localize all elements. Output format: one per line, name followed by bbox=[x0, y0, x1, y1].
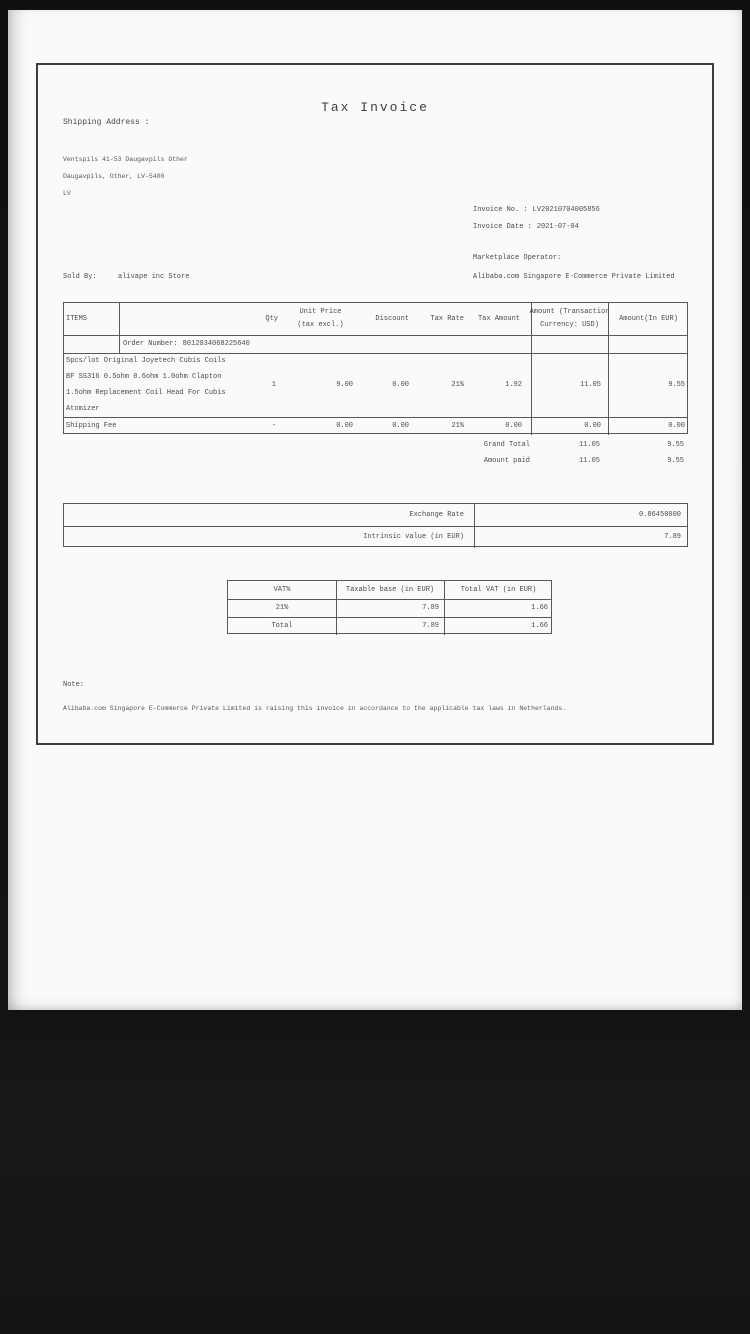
vat-row-total-vat: 1.66 bbox=[531, 603, 548, 612]
shipping-address-line: LV bbox=[63, 190, 71, 197]
tax-amount-header: Tax Amount bbox=[477, 314, 520, 323]
grand-total-label: Grand Total bbox=[483, 440, 530, 449]
table-rule bbox=[64, 526, 687, 527]
order-number-label: Order Number: bbox=[123, 339, 178, 348]
vat-total-total-vat: 1.66 bbox=[531, 621, 548, 630]
item-amount-usd: 11.05 bbox=[579, 380, 601, 389]
item-description-line: 1.5ohm Replacement Coil Head For Cubis bbox=[66, 389, 226, 397]
grand-total-usd: 11.05 bbox=[578, 440, 600, 449]
amount-paid-eur: 9.55 bbox=[667, 456, 684, 465]
sold-by-value: alivape inc Store bbox=[118, 273, 190, 281]
invoice-date-label: Invoice Date : bbox=[473, 223, 532, 231]
unit-price-header-line2: (tax excl.) bbox=[297, 321, 344, 329]
vat-header-total-vat: Total VAT (in EUR) bbox=[460, 585, 537, 594]
note-label: Note: bbox=[63, 681, 85, 689]
table-rule bbox=[228, 617, 551, 618]
items-header: ITEMS bbox=[66, 314, 88, 323]
table-rule bbox=[336, 581, 337, 635]
shipping-fee-tax-amount: 0.00 bbox=[505, 421, 522, 430]
note-body: Alibaba.com Singapore E-Commerce Private… bbox=[63, 705, 567, 712]
sold-by-label: Sold By: bbox=[63, 273, 97, 281]
invoice-page: Tax Invoice Shipping Address : Ventspils… bbox=[8, 10, 742, 1010]
shipping-fee-tax-rate: 21% bbox=[451, 421, 464, 430]
table-rule bbox=[64, 335, 687, 336]
marketplace-operator-value: Alibaba.com Singapore E-Commerce Private… bbox=[473, 273, 675, 281]
item-tax-rate: 21% bbox=[451, 380, 464, 389]
grand-total-eur: 9.55 bbox=[667, 440, 684, 449]
unit-price-header-line1: Unit Price bbox=[299, 308, 342, 316]
invoice-number-line: Invoice No. : LV20210704005856 bbox=[473, 205, 600, 215]
order-number-value: 8012034068225640 bbox=[182, 339, 250, 348]
unit-price-header: Unit Price (tax excl.) bbox=[284, 303, 357, 335]
shipping-fee-label: Shipping Fee bbox=[66, 421, 117, 430]
item-tax-amount: 1.92 bbox=[505, 380, 522, 389]
vat-row-rate: 21% bbox=[275, 603, 289, 612]
item-unit-price: 9.00 bbox=[336, 380, 353, 389]
table-rule bbox=[64, 353, 687, 354]
table-rule bbox=[228, 599, 551, 600]
item-description-line: Atomizer bbox=[66, 405, 100, 413]
exchange-rate-value: 0.86450000 bbox=[638, 510, 681, 519]
qty-header: Qty bbox=[265, 314, 278, 323]
invoice-number-value: LV20210704005856 bbox=[532, 206, 600, 214]
table-rule bbox=[474, 504, 475, 548]
amount-usd-header: Amount (Transaction Currency: USD) bbox=[529, 303, 610, 335]
table-rule bbox=[531, 303, 532, 435]
item-qty: 1 bbox=[271, 380, 276, 389]
shipping-fee-discount: 0.00 bbox=[392, 421, 409, 430]
table-rule bbox=[444, 581, 445, 635]
amount-eur-header: Amount(In EUR) bbox=[619, 314, 678, 323]
invoice-date-value: 2021-07-04 bbox=[536, 223, 579, 231]
items-table: ITEMS Qty Unit Price (tax excl.) Discoun… bbox=[63, 302, 688, 435]
intrinsic-value-label: Intrinsic value (in EUR) bbox=[363, 532, 464, 541]
shipping-fee-amount-eur: 0.00 bbox=[668, 421, 685, 430]
amount-paid-usd: 11.05 bbox=[578, 456, 600, 465]
amount-usd-header-line2: Currency: USD) bbox=[540, 321, 599, 329]
table-rule bbox=[119, 303, 120, 353]
order-number-line: Order Number: 8012034068225640 bbox=[123, 335, 423, 353]
exchange-rate-table: Exchange Rate 0.86450000 Intrinsic value… bbox=[63, 503, 688, 548]
vat-total-label: Total bbox=[271, 621, 293, 630]
item-amount-eur: 9.55 bbox=[668, 380, 685, 389]
vat-header-rate: VAT% bbox=[273, 585, 291, 594]
invoice-title: Tax Invoice bbox=[321, 100, 429, 115]
exchange-rate-label: Exchange Rate bbox=[409, 510, 464, 519]
vat-row-taxable-base: 7.89 bbox=[422, 603, 439, 612]
invoice-border bbox=[36, 63, 714, 745]
shipping-address-line: Daugavpils, Other, LV-5400 bbox=[63, 173, 165, 180]
table-rule bbox=[64, 417, 687, 418]
vat-total-taxable-base: 7.89 bbox=[422, 621, 439, 630]
invoice-date-line: Invoice Date : 2021-07-04 bbox=[473, 222, 579, 232]
amount-usd-header-line1: Amount (Transaction bbox=[529, 308, 610, 316]
table-rule bbox=[608, 303, 609, 435]
shipping-fee-qty: - bbox=[271, 421, 276, 430]
tax-rate-header: Tax Rate bbox=[430, 314, 464, 323]
vat-table: VAT% Taxable base (in EUR) Total VAT (in… bbox=[227, 580, 552, 635]
shipping-fee-amount-usd: 0.00 bbox=[584, 421, 601, 430]
shipping-address-line: Ventspils 41-53 Daugavpils Other bbox=[63, 156, 188, 163]
marketplace-operator-label: Marketplace Operator: bbox=[473, 254, 562, 262]
shipping-fee-unit-price: 0.00 bbox=[336, 421, 353, 430]
item-description-line: BF SS316 0.5ohm 0.6ohm 1.0ohm Clapton bbox=[66, 373, 222, 381]
intrinsic-value-value: 7.89 bbox=[664, 532, 681, 541]
item-description-line: 5pcs/lot Original Joyetech Cubis Coils bbox=[66, 357, 226, 365]
vat-header-taxable-base: Taxable base (in EUR) bbox=[345, 585, 435, 594]
discount-header: Discount bbox=[375, 314, 409, 323]
item-discount: 0.00 bbox=[392, 380, 409, 389]
amount-paid-label: Amount paid bbox=[483, 456, 530, 465]
shipping-address-label: Shipping Address : bbox=[63, 118, 150, 127]
invoice-number-label: Invoice No. : bbox=[473, 206, 528, 214]
